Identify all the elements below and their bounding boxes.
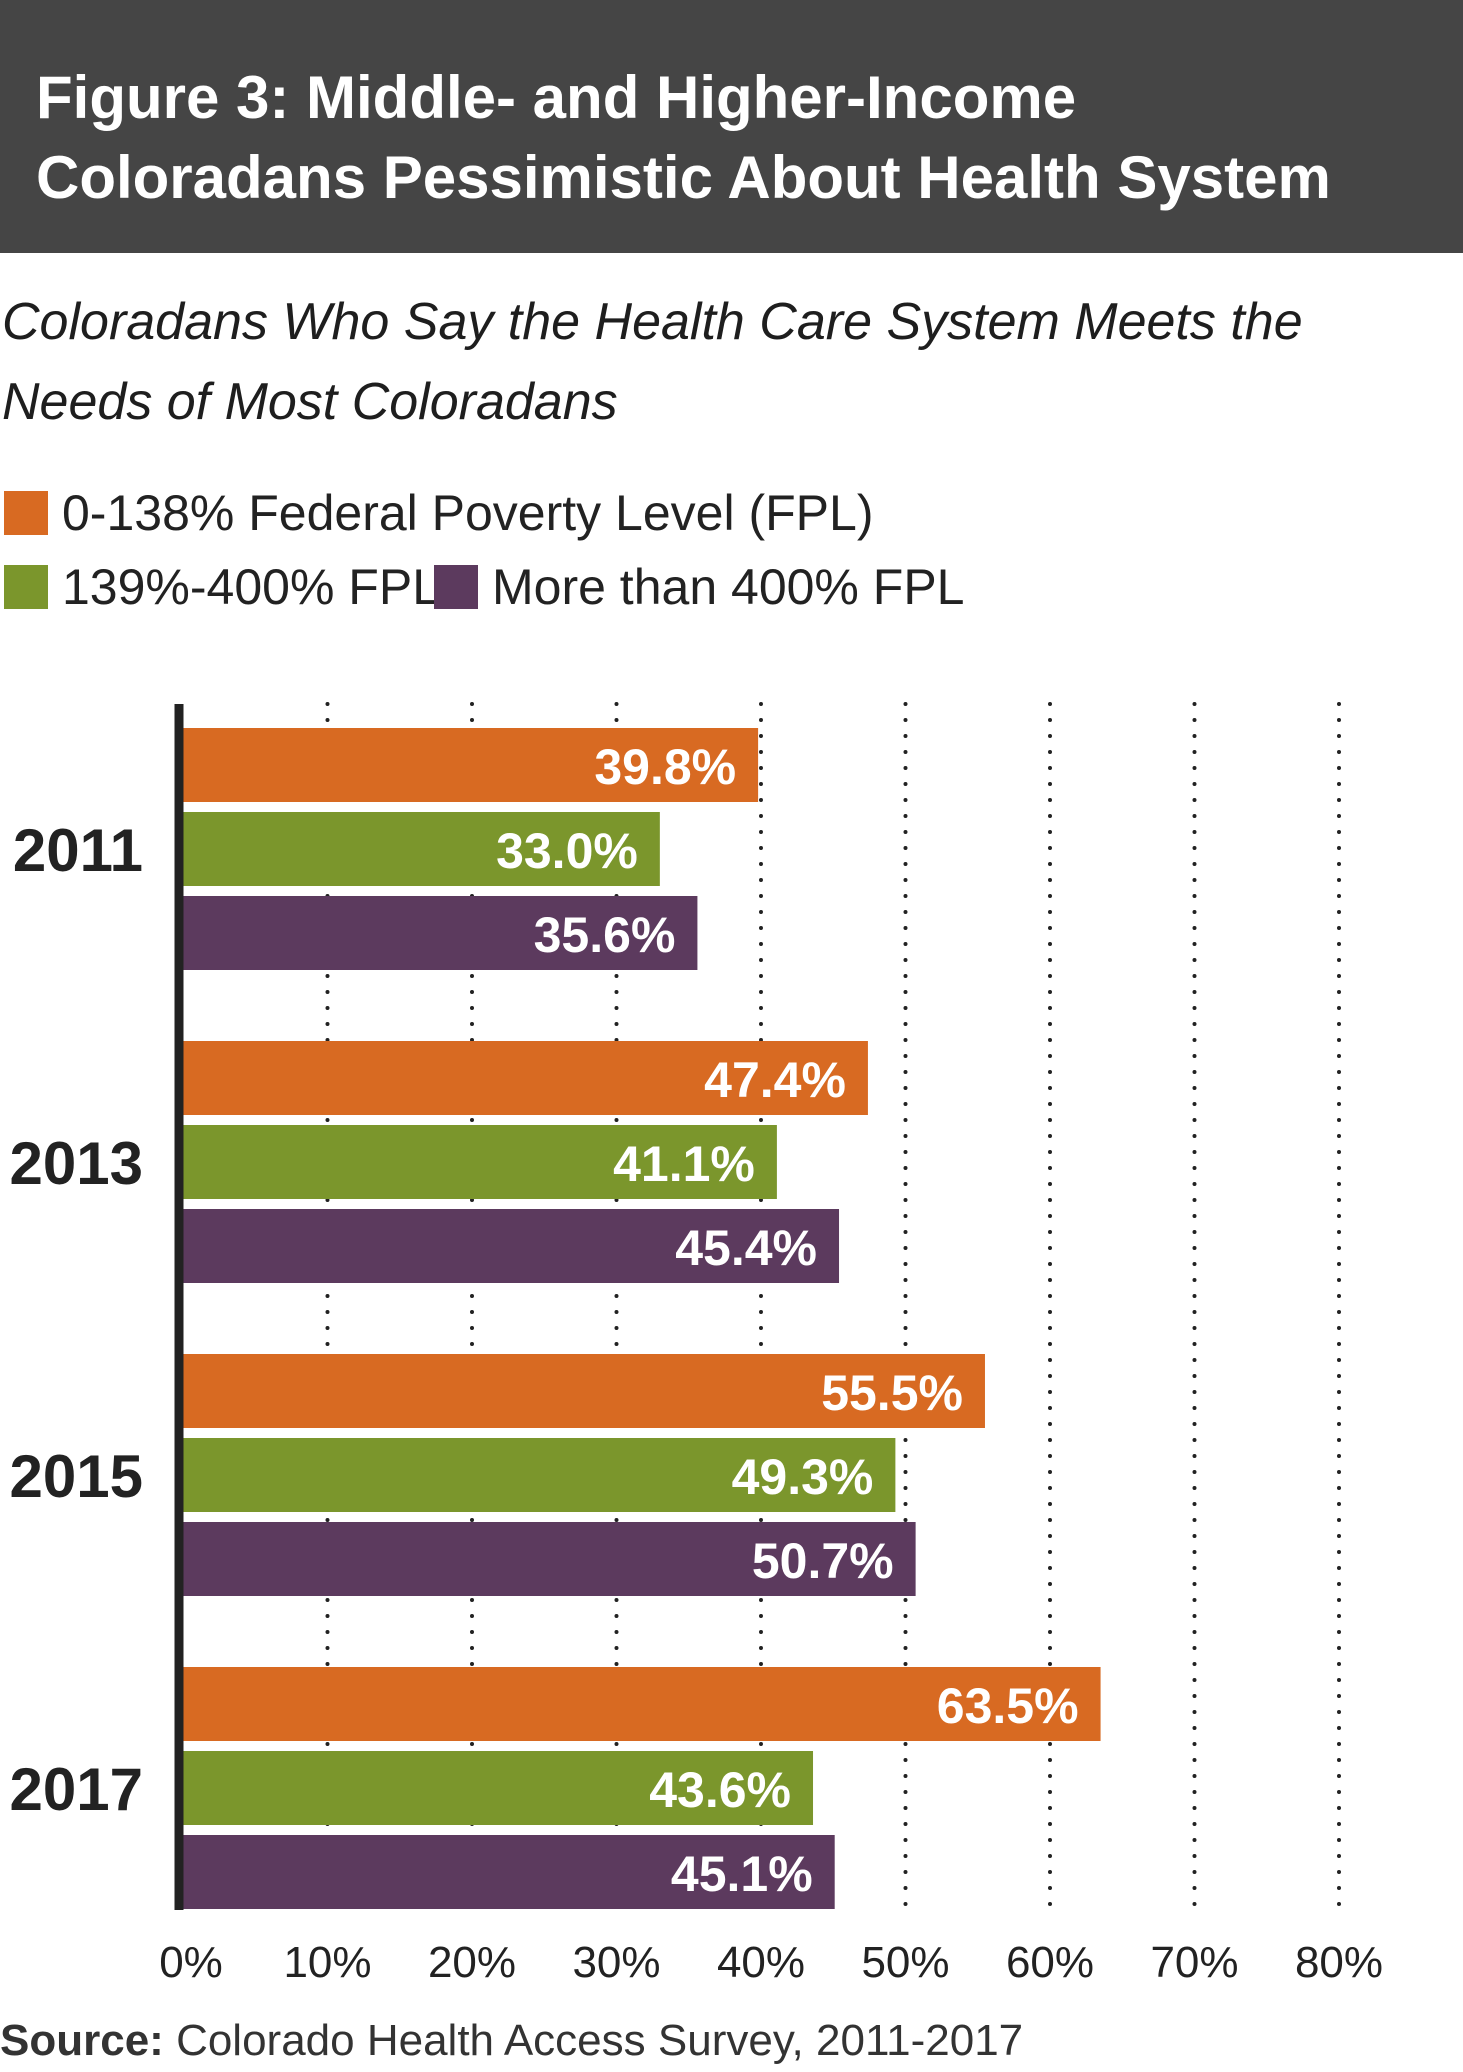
bar-2011-series-1 xyxy=(183,812,660,886)
bar-2017-series-0 xyxy=(183,1667,1101,1741)
chart-title-line-1: Figure 3: Middle- and Higher-Income xyxy=(36,64,1077,131)
legend-label-0-138-fpl: 0-138% Federal Poverty Level (FPL) xyxy=(62,485,874,541)
chart-subtitle: Coloradans Who Say the Health Care Syste… xyxy=(2,282,1452,442)
bar-label-2017-series-0: 63.5% xyxy=(937,1678,1079,1734)
bar-2017-series-1 xyxy=(183,1751,814,1825)
category-label-2013: 2013 xyxy=(10,1130,143,1197)
bar-2015-series-0 xyxy=(183,1354,985,1428)
legend-item-0-138-fpl: 0-138% Federal Poverty Level (FPL) xyxy=(4,484,873,542)
legend-label-over-400-fpl: More than 400% FPL xyxy=(492,559,965,615)
bar-label-2017-series-2: 45.1% xyxy=(671,1846,813,1902)
bar-2017-series-2 xyxy=(183,1835,835,1909)
chart-title: Figure 3: Middle- and Higher-Income Colo… xyxy=(36,58,1436,218)
legend-item-139-400-fpl: 139%-400% FPL xyxy=(4,558,440,616)
x-tick-label-1: 10% xyxy=(283,1938,371,1987)
bar-label-2013-series-2: 45.4% xyxy=(675,1220,817,1276)
chart-subtitle-line-2: Needs of Most Coloradans xyxy=(2,373,618,431)
bar-label-2011-series-1: 33.0% xyxy=(496,823,638,879)
chart-header: Figure 3: Middle- and Higher-Income Colo… xyxy=(0,0,1463,253)
x-tick-label-3: 30% xyxy=(572,1938,660,1987)
source-note: Source: Colorado Health Access Survey, 2… xyxy=(0,2016,1023,2066)
chart-subtitle-line-1: Coloradans Who Say the Health Care Syste… xyxy=(2,293,1303,351)
category-label-2017: 2017 xyxy=(10,1756,143,1823)
bar-2015-series-2 xyxy=(183,1522,916,1596)
x-tick-label-8: 80% xyxy=(1295,1938,1383,1987)
chart-title-line-2: Coloradans Pessimistic About Health Syst… xyxy=(36,144,1331,211)
bar-2015-series-1 xyxy=(183,1438,896,1512)
bar-label-2017-series-1: 43.6% xyxy=(649,1762,791,1818)
legend-swatch-purple xyxy=(434,565,478,609)
bar-2011-series-2 xyxy=(183,896,698,970)
bar-label-2011-series-2: 35.6% xyxy=(534,907,676,963)
legend-item-over-400-fpl: More than 400% FPL xyxy=(434,558,965,616)
bar-2013-series-0 xyxy=(183,1041,868,1115)
bar-chart: 39.8% 33.0% 35.6% 2011 47.4% 41.1% 45.4% 2013 55… xyxy=(10,702,1383,1987)
category-label-2015: 2015 xyxy=(10,1443,143,1510)
bar-label-2015-series-1: 49.3% xyxy=(732,1449,874,1505)
x-tick-label-5: 50% xyxy=(861,1938,949,1987)
legend-swatch-green xyxy=(4,565,48,609)
source-text: Colorado Health Access Survey, 2011-2017 xyxy=(176,2016,1024,2065)
bar-label-2015-series-2: 50.7% xyxy=(752,1533,894,1589)
x-tick-label-4: 40% xyxy=(717,1938,805,1987)
bar-2013-series-2 xyxy=(183,1209,840,1283)
x-tick-label-2: 20% xyxy=(428,1938,516,1987)
bar-label-2013-series-0: 47.4% xyxy=(704,1052,846,1108)
bar-label-2011-series-0: 39.8% xyxy=(594,739,736,795)
x-tick-label-7: 70% xyxy=(1150,1938,1238,1987)
legend-label-139-400-fpl: 139%-400% FPL xyxy=(62,559,441,615)
bar-2011-series-0 xyxy=(183,728,759,802)
source-label: Source: xyxy=(0,2016,164,2065)
x-tick-label-0: 0% xyxy=(159,1938,223,1987)
bar-label-2013-series-1: 41.1% xyxy=(613,1136,755,1192)
bar-label-2015-series-0: 55.5% xyxy=(821,1365,963,1421)
x-tick-label-6: 60% xyxy=(1006,1938,1094,1987)
legend-swatch-orange xyxy=(4,491,48,535)
category-label-2011: 2011 xyxy=(13,817,143,884)
bar-2013-series-1 xyxy=(183,1125,777,1199)
